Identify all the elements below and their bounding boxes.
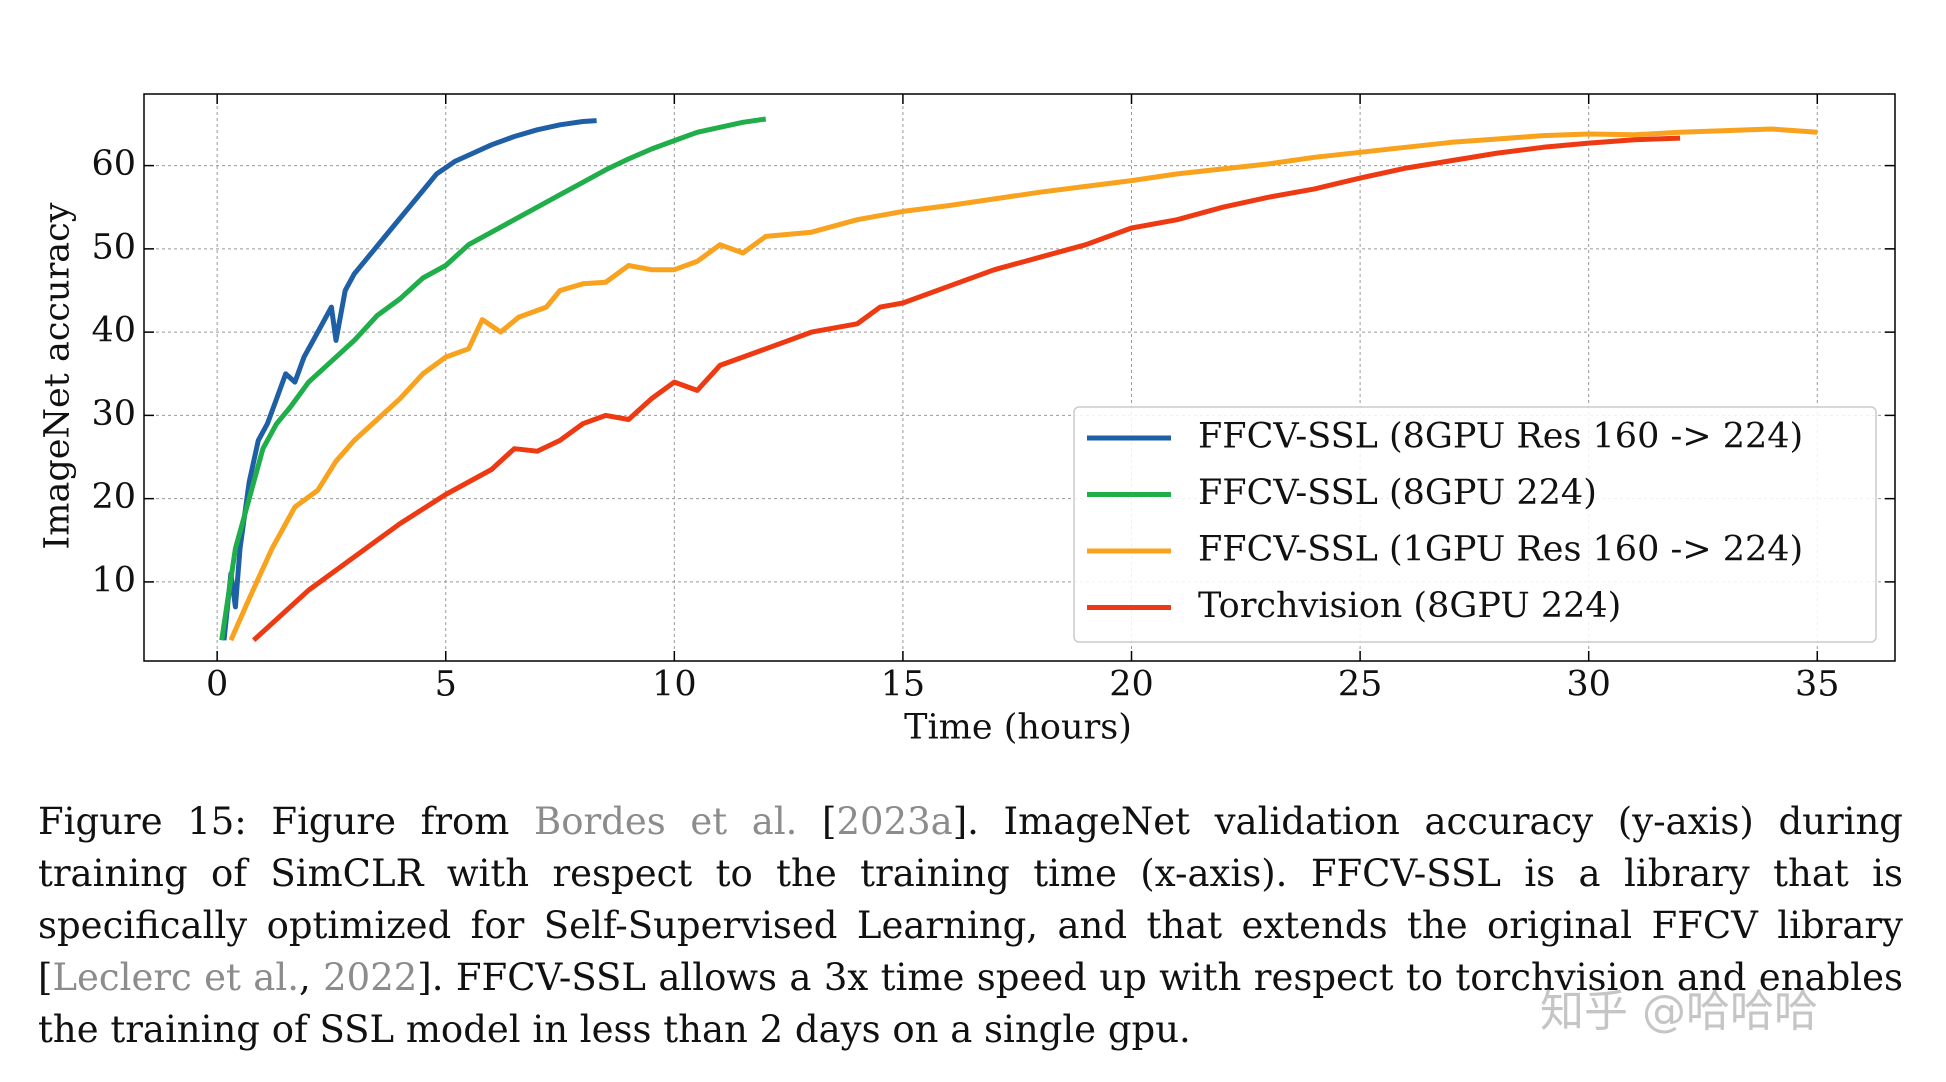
x-tick-label: 10 [652, 665, 697, 705]
line-series [252, 135, 1681, 643]
caption: Figure 15: Figure from Bordes et al. [20… [38, 796, 1903, 1056]
legend-label: FFCV-SSL (8GPU Res 160 -> 224) [1198, 417, 1803, 457]
caption-link[interactable]: Bordes et al. [534, 800, 798, 843]
y-tick-label: 50 [91, 227, 136, 267]
x-tick-label: 25 [1338, 665, 1383, 705]
chart: Time (hours) ImageNet accuracy 0 5 10 15 20 2… [38, 93, 1896, 748]
x-tick-label: 20 [1109, 665, 1154, 705]
x-tick-label: 0 [206, 665, 228, 705]
x-tick-label: 15 [881, 665, 926, 705]
caption-text: Figure 15: Figure from [38, 800, 535, 843]
y-tick-label: 60 [91, 144, 136, 184]
y-tick-label: 20 [91, 477, 136, 517]
watermark: 知乎 @哈哈哈 [1540, 986, 1818, 1037]
caption-link[interactable]: 2023a [836, 800, 953, 843]
legend-label: Torchvision (8GPU 224) [1198, 586, 1621, 626]
y-tick-label: 30 [91, 394, 136, 434]
y-tick-label: 10 [91, 560, 136, 600]
legend-label: FFCV-SSL (1GPU Res 160 -> 224) [1198, 530, 1803, 570]
caption-link[interactable]: Leclerc et al. [52, 956, 299, 999]
legend-label: FFCV-SSL (8GPU 224) [1198, 473, 1597, 513]
y-tick-label: 40 [91, 311, 136, 351]
y-axis-label: ImageNet accuracy [38, 202, 78, 549]
caption-text: , [298, 956, 324, 999]
x-tick-label: 5 [435, 665, 457, 705]
line-series [221, 118, 597, 641]
plot-frame [143, 93, 1896, 662]
x-tick-label: 30 [1566, 665, 1611, 705]
caption-text: ]. ImageNet validation accuracy (y-axis)… [38, 800, 1903, 999]
x-tick-label: 35 [1795, 665, 1840, 705]
caption-text: ]. FFCV-SSL allows a 3x time speed up wi… [38, 956, 1903, 1051]
legend-box [1073, 406, 1877, 643]
caption-text: [ [797, 800, 837, 843]
caption-link[interactable]: 2022 [323, 956, 418, 999]
line-series [219, 116, 767, 641]
x-axis-label: Time (hours) [904, 708, 1132, 748]
line-series [228, 126, 1818, 642]
